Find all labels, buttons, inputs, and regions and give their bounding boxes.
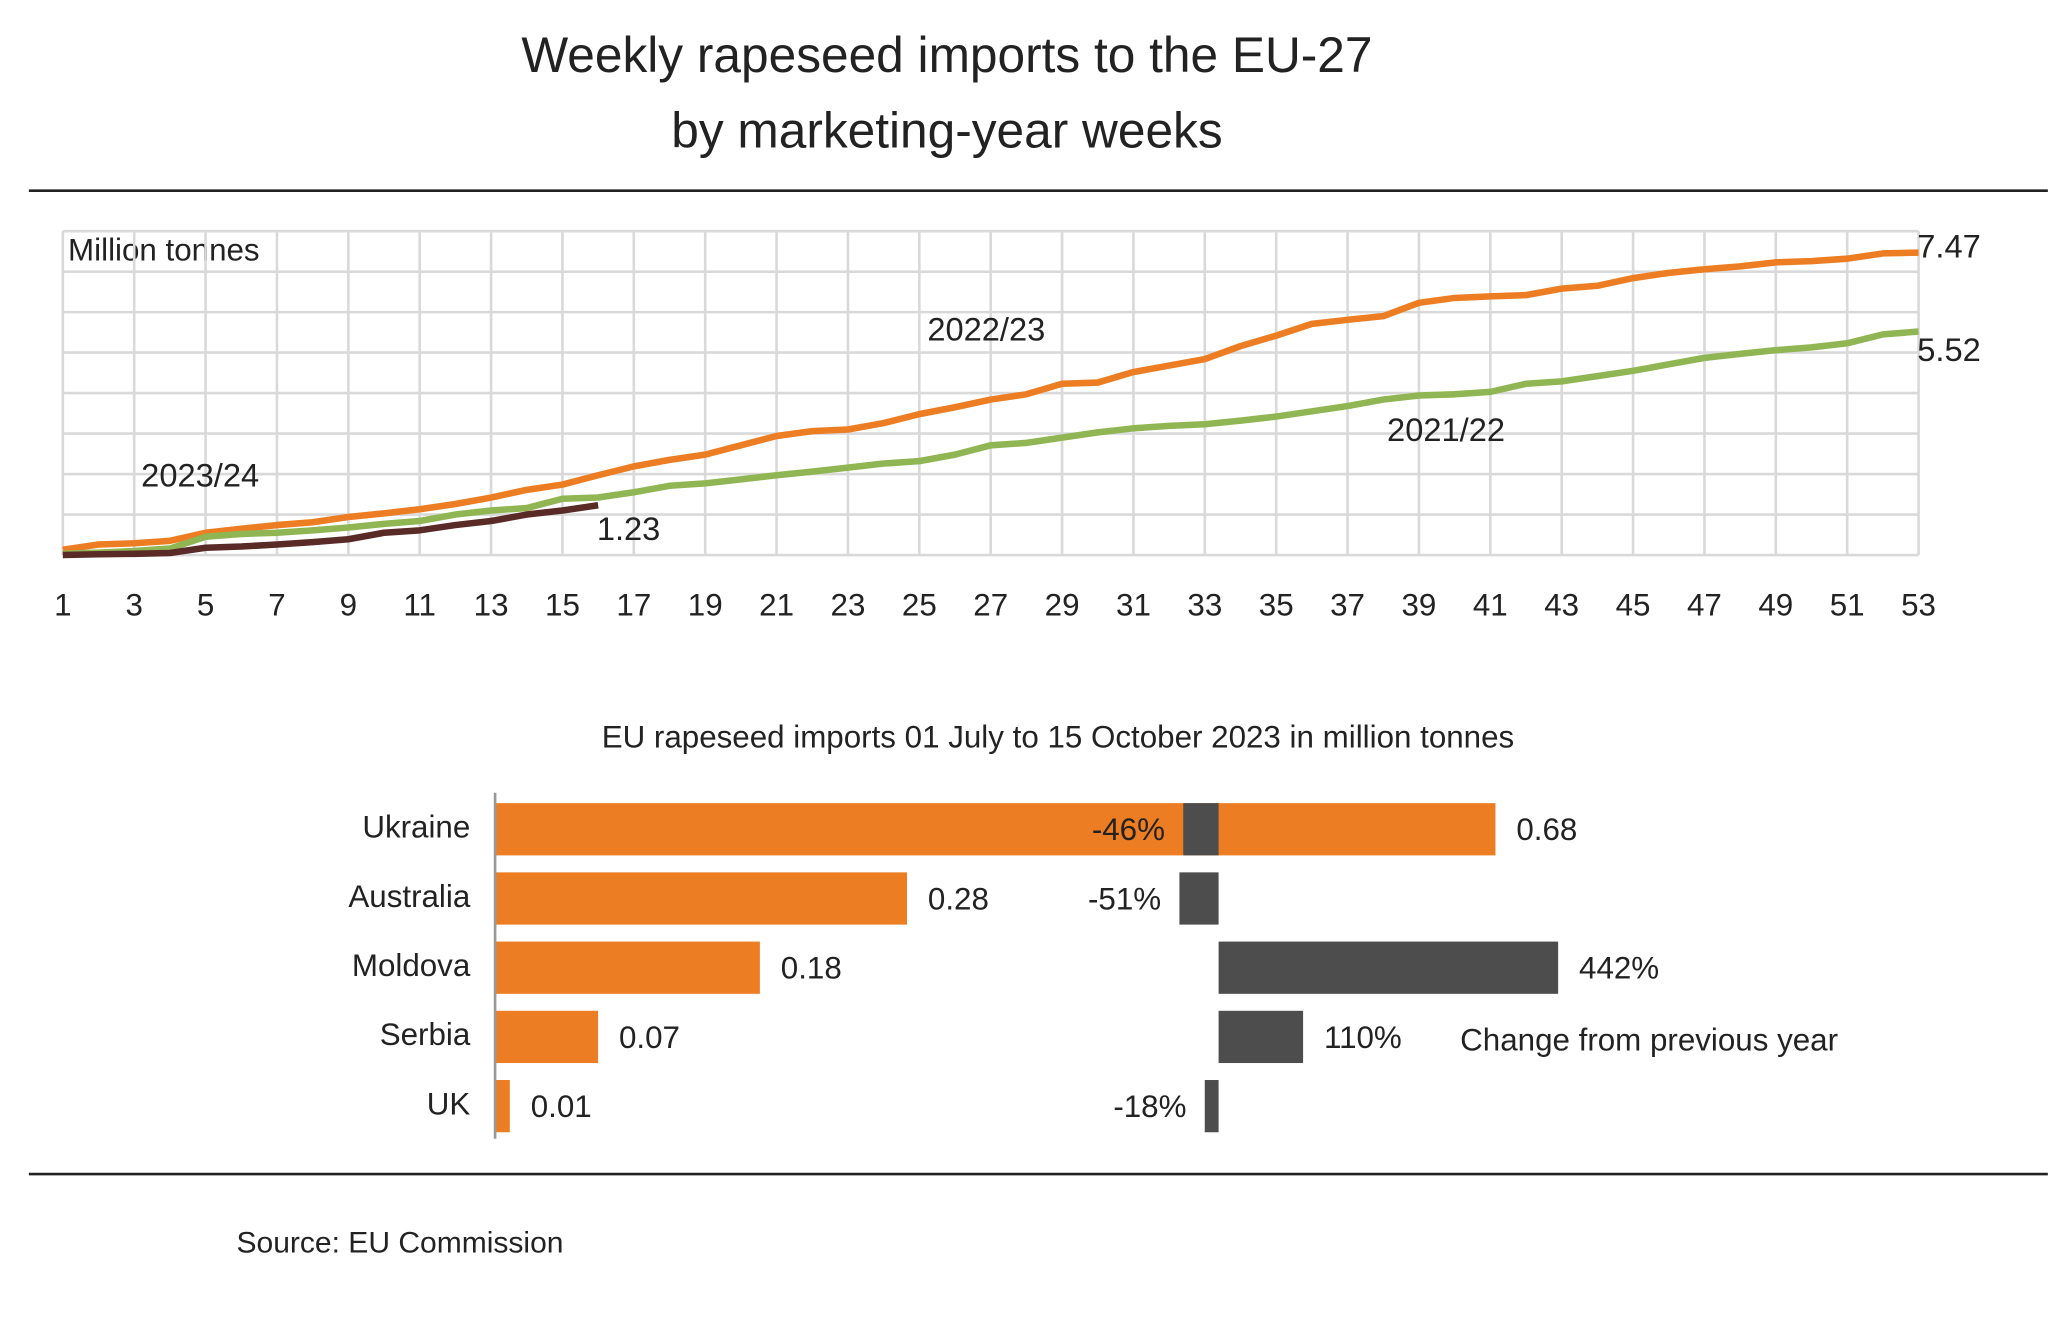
x-tick-label: 51 [1830,588,1865,623]
x-tick-label: 23 [831,588,866,623]
x-tick-label: 25 [902,588,937,623]
x-tick-label: 27 [973,588,1008,623]
change-bar [1183,803,1219,856]
title: by marketing-year weeks [671,103,1222,159]
series-label: 2023/24 [141,457,259,494]
x-tick-label: 31 [1116,588,1151,623]
bar [495,872,908,925]
end-label: 7.47 [1917,227,1981,264]
value-label: 0.28 [928,881,989,916]
x-tick-label: 1 [54,588,71,623]
x-tick-label: 9 [340,588,357,623]
end-label: 5.52 [1917,331,1981,368]
category-label: Ukraine [362,810,470,845]
x-tick-label: 13 [474,588,509,623]
bar [495,803,1496,856]
line [62,328,1919,558]
value-label: 0.68 [1516,812,1577,847]
line [62,501,599,559]
bar [495,941,760,994]
x-tick-label: 17 [616,588,651,623]
x-tick-label: 39 [1402,588,1437,623]
change-bar [1218,1010,1304,1064]
value-label: 0.18 [781,951,842,986]
x-tick-label: 29 [1045,588,1080,623]
x-tick-label: 53 [1901,588,1936,623]
x-tick-label: 7 [268,588,285,623]
y-axis-label: Million tonnes [68,232,260,267]
category-label: Australia [348,879,470,914]
category-label: UK [427,1086,471,1121]
x-tick-label: 49 [1758,588,1793,623]
change-label: -18% [1113,1089,1186,1124]
x-tick-label: 5 [197,588,214,623]
bar-title: EU rapeseed imports 01 July to 15 Octobe… [602,719,1514,754]
x-tick-label: 21 [759,588,794,623]
x-tick-label: 3 [125,588,142,623]
series-label: 2021/22 [1387,411,1505,448]
source: Source: EU Commission [237,1226,564,1259]
change-caption: Change from previous year [1460,1022,1838,1057]
change-bar [1204,1080,1219,1133]
x-tick-label: 43 [1544,588,1579,623]
change-label: 110% [1324,1020,1402,1055]
change-bar [1218,941,1559,994]
change-label: -46% [1092,812,1165,847]
series-label: 2022/23 [927,310,1045,347]
value-label: 0.01 [531,1089,592,1124]
x-tick-label: 47 [1687,588,1722,623]
x-tick-label: 35 [1259,588,1294,623]
value-label: 0.07 [619,1020,680,1055]
title: Weekly rapeseed imports to the EU-27 [521,27,1372,83]
line [62,249,1919,553]
x-tick-label: 41 [1473,588,1508,623]
x-tick-label: 11 [403,588,436,623]
category-label: Serbia [380,1017,471,1052]
change-label: -51% [1088,881,1161,916]
x-tick-label: 33 [1187,588,1222,623]
bar [495,1010,599,1064]
change-label: 442% [1579,951,1659,986]
category-label: Moldova [352,948,471,983]
bar [495,1080,510,1133]
x-tick-label: 19 [688,588,723,623]
x-tick-label: 37 [1330,588,1365,623]
x-tick-label: 45 [1616,588,1651,623]
change-bar [1179,872,1219,925]
end-label: 1.23 [597,510,661,547]
x-tick-label: 15 [545,588,580,623]
